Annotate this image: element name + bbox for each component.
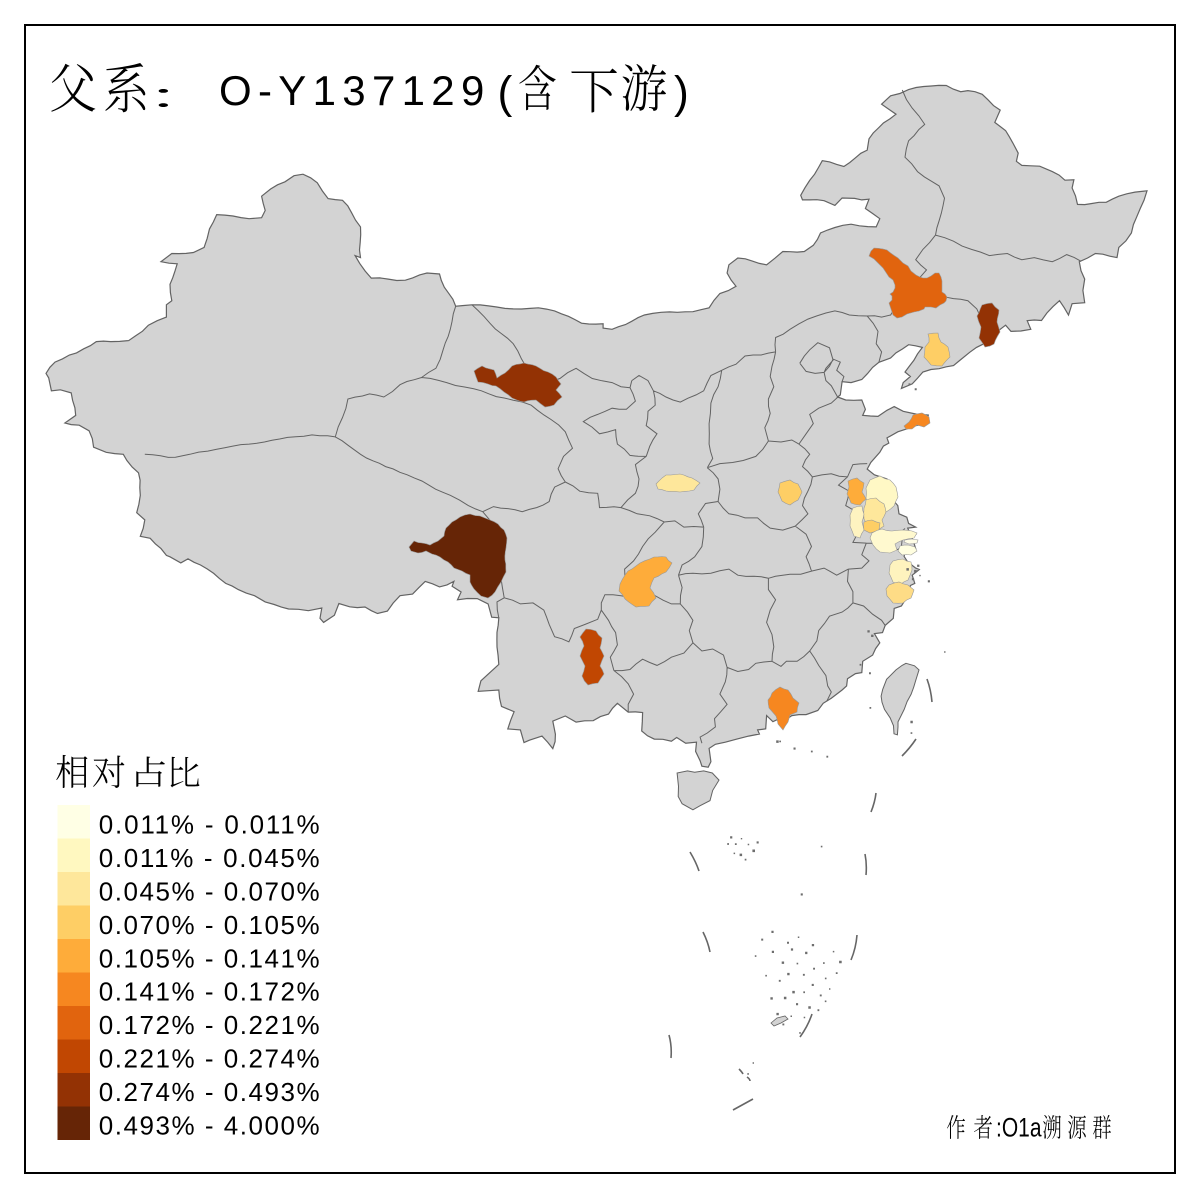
svg-text:0.141% - 0.172%: 0.141% - 0.172%: [99, 977, 320, 1007]
svg-text:0.011% - 0.045%: 0.011% - 0.045%: [99, 843, 320, 873]
svg-text:0.221% - 0.274%: 0.221% - 0.274%: [99, 1044, 320, 1074]
svg-text:0.045% - 0.070%: 0.045% - 0.070%: [99, 876, 320, 906]
svg-text:): ): [674, 69, 689, 118]
svg-text:0.011% - 0.011%: 0.011% - 0.011%: [99, 810, 320, 840]
svg-text:0.274% - 0.493%: 0.274% - 0.493%: [99, 1077, 320, 1107]
svg-text:0.070% - 0.105%: 0.070% - 0.105%: [99, 910, 320, 940]
svg-text:0.493% - 4.000%: 0.493% - 4.000%: [99, 1111, 320, 1141]
svg-text:O-Y137129: O-Y137129: [219, 67, 484, 114]
svg-text:0.105% - 0.141%: 0.105% - 0.141%: [99, 943, 320, 973]
svg-text::O1a: :O1a: [996, 1113, 1042, 1143]
svg-text:0.172% - 0.221%: 0.172% - 0.221%: [99, 1010, 320, 1040]
svg-text:(: (: [498, 69, 513, 118]
